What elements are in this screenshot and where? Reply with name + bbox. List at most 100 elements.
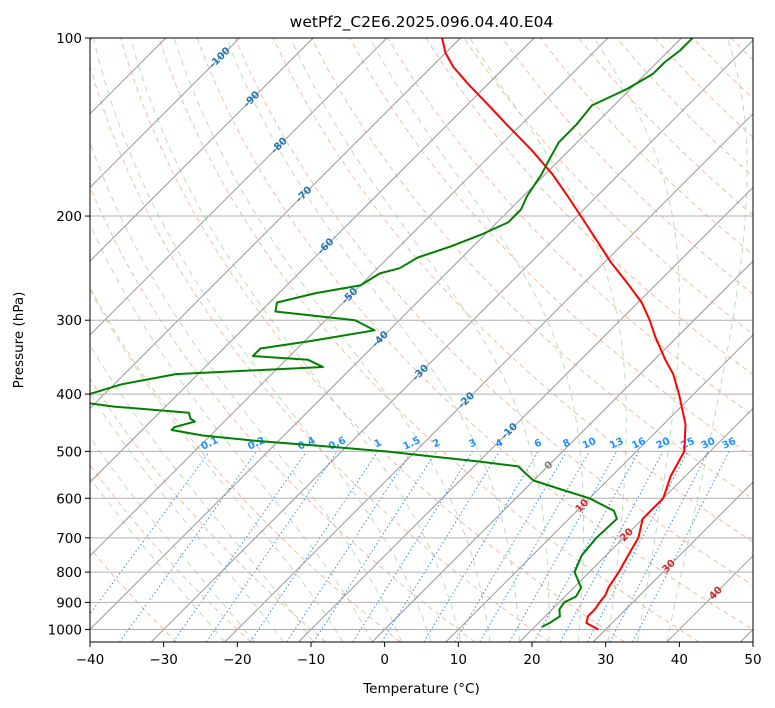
- y-axis-label: Pressure (hPa): [11, 292, 27, 389]
- moist-adiabat: [92, 38, 432, 642]
- moist-adiabat: [90, 140, 403, 642]
- dry-adiabat: [654, 38, 753, 138]
- mixing-ratio-labels: 0.1 0.2 0.4 0.6 1 1.5 2 3 4 6 8 10 13 16 20 25 30 36: [199, 435, 737, 452]
- mixing-ratio-line: [454, 451, 568, 642]
- isotherm-line: [90, 38, 388, 336]
- y-tick-label: 100: [56, 31, 82, 47]
- isotherm-line: [90, 38, 461, 410]
- mixing-ratio-line: [286, 451, 413, 642]
- dry-adiabat: [90, 377, 327, 642]
- dry-adiabat: [387, 38, 753, 417]
- mixing-ratio-line: [509, 451, 618, 642]
- y-tick-label: 500: [56, 444, 82, 460]
- mixing-ratio-line: [172, 451, 307, 642]
- dry-adiabat: [90, 547, 177, 642]
- dry-adiabat: [90, 286, 401, 642]
- sounding-trace: [90, 38, 694, 628]
- dry-adiabat: [616, 38, 753, 177]
- x-axis-ticks: −40 −30 −20 −10 0 10 20 30 40 50: [76, 642, 762, 668]
- y-tick-label: 400: [56, 387, 82, 403]
- sounding-trace: [441, 38, 687, 631]
- mixing-ratio-line: [206, 451, 338, 642]
- moist-adiabat: [593, 38, 681, 642]
- isotherm-line: [90, 38, 314, 262]
- isotherm-line: [90, 38, 240, 189]
- mixing-ratio-line: [249, 451, 379, 642]
- x-tick-label: 40: [671, 652, 688, 668]
- mixing-ratio-label: 36: [721, 436, 738, 452]
- mixing-ratio-label: 8: [561, 437, 572, 450]
- mixing-ratio-line: [479, 451, 590, 642]
- y-tick-label: 900: [56, 595, 82, 611]
- plot-frame: [89, 37, 754, 643]
- isotherm-line: [90, 38, 609, 557]
- x-tick-label: −40: [76, 652, 105, 668]
- x-tick-label: 20: [523, 652, 540, 668]
- dry-adiabat: [272, 38, 753, 543]
- mixing-ratio-label: 0.2: [246, 435, 267, 452]
- moist-adiabat: [90, 392, 285, 642]
- mixing-ratio-label: 10: [581, 436, 598, 452]
- x-tick-label: 30: [597, 652, 614, 668]
- mixing-ratio-label: 20: [655, 436, 672, 452]
- x-axis-label: Temperature (°C): [362, 681, 480, 697]
- y-tick-label: 700: [56, 531, 82, 547]
- isotherm-label: -40: [370, 329, 391, 350]
- moist-adiabat: [90, 436, 255, 642]
- dry-adiabat: [692, 38, 753, 100]
- mixing-ratio-label: 6: [533, 437, 544, 450]
- mixing-ratio-label: 16: [630, 436, 647, 452]
- mixing-ratio-line: [352, 451, 474, 642]
- moist-adiabat: [369, 38, 584, 642]
- dry-adiabat: [90, 185, 476, 642]
- x-tick-label: 50: [744, 652, 761, 668]
- mixing-ratio-label: 3: [467, 437, 478, 450]
- dry-adiabat: [196, 38, 753, 631]
- moist-adiabat: [90, 343, 314, 642]
- mixing-ratio-line: [559, 451, 664, 642]
- y-tick-label: 200: [56, 209, 82, 225]
- x-tick-label: −10: [297, 652, 326, 668]
- moist-adiabat: [90, 288, 344, 642]
- dry-adiabat: [158, 38, 700, 642]
- y-tick-label: 600: [56, 491, 82, 507]
- dry-adiabat: [120, 38, 625, 642]
- moist-adiabat: [469, 38, 627, 642]
- mixing-ratio-line: [381, 451, 500, 642]
- isotherm-line: [150, 39, 753, 642]
- dry-adiabat: [349, 38, 753, 458]
- isotherm-label: -30: [411, 363, 432, 384]
- dry-adiabat: [501, 38, 753, 295]
- mixing-ratio-line: [586, 451, 689, 642]
- moist-adiabat: [666, 38, 748, 642]
- x-tick-label: −30: [149, 652, 178, 668]
- moist-adiabat: [90, 477, 226, 642]
- isotherm-label: -10: [499, 421, 520, 442]
- x-tick-label: 0: [380, 652, 389, 668]
- mixing-ratio-label: 0.6: [327, 435, 348, 452]
- isotherm-line: [224, 113, 753, 642]
- x-tick-label: 10: [450, 652, 467, 668]
- isotherm-line: [445, 334, 753, 642]
- isotherm-line: [519, 407, 753, 642]
- mixing-ratio-line: [533, 451, 640, 642]
- mixing-ratio-line: [423, 451, 539, 642]
- moist-adiabat: [129, 38, 461, 642]
- isotherm-line: [90, 38, 535, 483]
- dry-adiabat: [90, 464, 252, 642]
- x-tick-label: −20: [223, 652, 252, 668]
- isotherm-line: [592, 481, 753, 642]
- y-tick-label: 800: [56, 565, 82, 581]
- isotherm-line: [298, 186, 753, 642]
- dry-adiabat: [769, 38, 775, 642]
- mixing-ratio-line: [90, 451, 210, 615]
- dry-adiabat: [234, 38, 753, 586]
- moist-adiabat: [90, 223, 373, 642]
- mixing-ratio-label: 13: [608, 436, 625, 452]
- isotherm-line: [90, 38, 682, 631]
- chart-title: wetPf2_C2E6.2025.096.04.40.E04: [290, 13, 554, 32]
- y-tick-label: 1000: [48, 622, 82, 638]
- mixing-ratio-label: 25: [679, 436, 696, 452]
